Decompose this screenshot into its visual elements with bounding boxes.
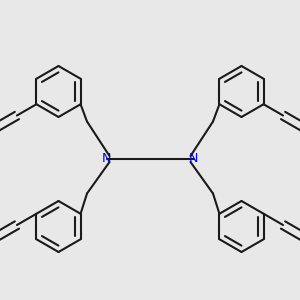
- Text: N: N: [189, 152, 198, 166]
- Text: N: N: [102, 152, 111, 166]
